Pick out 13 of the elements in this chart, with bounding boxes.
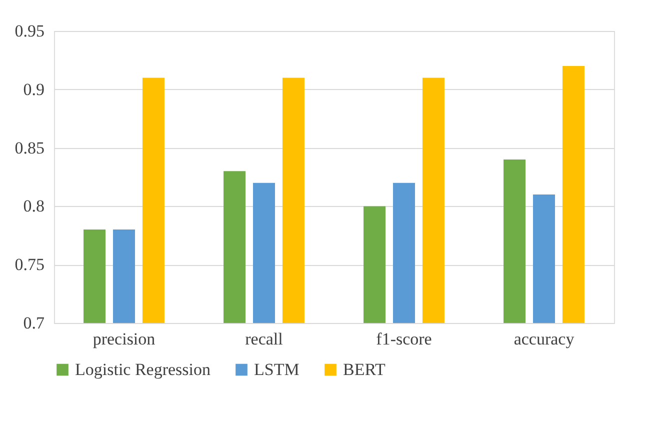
y-tick-label: 0.7	[23, 314, 45, 332]
legend-label: LSTM	[254, 360, 300, 379]
x-tick-label: precision	[92, 330, 156, 348]
x-tick-label: recall	[245, 330, 284, 348]
y-tick-label: 0.9	[23, 80, 44, 99]
y-tick-label: 0.8	[23, 196, 44, 216]
legend-label: BERT	[343, 360, 386, 379]
legend-label: Logistic Regression	[75, 360, 212, 379]
x-tick-label: f1-score	[376, 330, 432, 348]
y-tick-label: 0.85	[14, 138, 44, 158]
y-tick-label: 0.75	[14, 255, 44, 274]
y-tick-label: 0.95	[14, 22, 44, 40]
x-tick-label: accuracy	[514, 330, 575, 348]
